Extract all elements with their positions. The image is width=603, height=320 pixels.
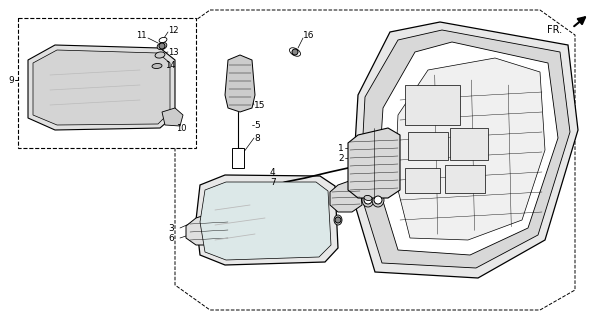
Polygon shape [348, 128, 400, 198]
Text: 15: 15 [254, 100, 265, 109]
Circle shape [374, 196, 382, 204]
Text: 12: 12 [168, 26, 178, 35]
Bar [450, 128, 488, 160]
Polygon shape [360, 30, 570, 268]
Bar [405, 85, 460, 125]
Polygon shape [196, 175, 338, 265]
Polygon shape [330, 180, 362, 212]
Text: 9: 9 [8, 76, 14, 84]
Text: 16: 16 [303, 30, 315, 39]
Circle shape [292, 49, 298, 55]
Text: 5: 5 [254, 121, 260, 130]
Ellipse shape [152, 63, 162, 68]
Text: 6: 6 [168, 234, 174, 243]
Polygon shape [352, 22, 578, 278]
Ellipse shape [372, 193, 384, 207]
Ellipse shape [289, 48, 300, 56]
Bar [445, 165, 485, 193]
Ellipse shape [157, 42, 167, 50]
Ellipse shape [334, 215, 342, 225]
Polygon shape [225, 55, 255, 112]
Text: 4: 4 [270, 167, 276, 177]
Text: 7: 7 [270, 178, 276, 187]
Polygon shape [186, 210, 232, 245]
Polygon shape [200, 182, 331, 260]
Bar [408, 132, 448, 160]
Text: 3: 3 [168, 223, 174, 233]
Polygon shape [395, 58, 545, 240]
Text: 13: 13 [168, 47, 178, 57]
Bar [232, 148, 244, 168]
Text: 14: 14 [165, 60, 175, 69]
Text: 8: 8 [254, 133, 260, 142]
Circle shape [364, 196, 372, 204]
Polygon shape [33, 50, 170, 125]
Circle shape [335, 217, 341, 223]
Polygon shape [378, 42, 558, 255]
Text: 2: 2 [338, 154, 344, 163]
Text: 1: 1 [338, 143, 344, 153]
Ellipse shape [364, 196, 372, 201]
Polygon shape [162, 108, 183, 126]
Polygon shape [28, 45, 175, 130]
Ellipse shape [362, 193, 374, 207]
Text: FR.: FR. [547, 25, 562, 35]
Text: 11: 11 [136, 30, 147, 39]
Ellipse shape [155, 52, 165, 58]
Circle shape [159, 43, 165, 49]
Bar [405, 168, 440, 193]
Bar [18, 18, 196, 148]
Ellipse shape [159, 37, 167, 43]
Text: 10: 10 [176, 124, 186, 132]
